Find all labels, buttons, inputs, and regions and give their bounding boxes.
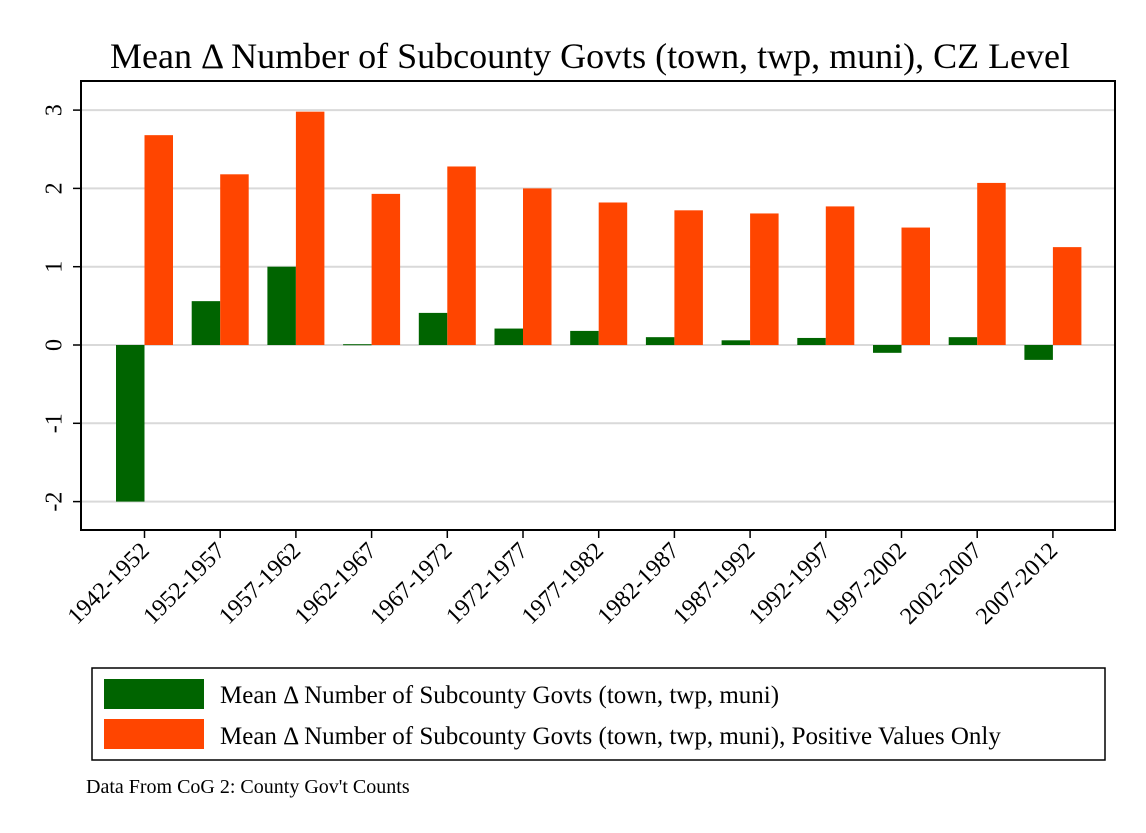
y-tick-label: -1	[42, 413, 68, 433]
legend-swatch-series-2	[104, 719, 204, 749]
bar-series-2-1962-1967	[371, 193, 401, 345]
data-source-note: Data From CoG 2: County Gov't Counts	[86, 776, 410, 798]
bar-series-2-2007-2012	[1052, 247, 1082, 345]
bar-series-2-1977-1982	[598, 202, 628, 345]
bar-series-2-1992-1997	[825, 206, 855, 345]
bar-series-1-1962-1967	[343, 344, 372, 346]
bar-series-2-1987-1992	[750, 213, 779, 345]
bar-series-1-1957-1962	[267, 266, 296, 345]
x-tick-label: 1952-1957	[139, 538, 231, 630]
bar-series-2-1997-2002	[901, 227, 930, 345]
x-tick-label: 1992-1997	[744, 538, 836, 630]
bar-series-2-1957-1962	[295, 111, 325, 345]
y-axis: -2 -1 0 1 2 3	[42, 104, 81, 512]
bar-series-1-2002-2007	[948, 337, 978, 345]
bar-series-1-1992-1997	[797, 337, 826, 345]
bar-series-1-1952-1957	[191, 301, 221, 345]
plot-area	[80, 80, 1116, 531]
x-tick-label: 1987-1992	[668, 538, 760, 630]
bar-series-1-1967-1972	[418, 312, 448, 345]
y-tick-label: 3	[42, 104, 68, 116]
x-axis: 1942-19521952-19571957-19621962-19671967…	[63, 530, 1063, 630]
x-tick-label: 2007-2012	[971, 538, 1063, 630]
bar-series-2-2002-2007	[977, 182, 1006, 345]
bar-series-1-2007-2012	[1024, 345, 1053, 360]
x-tick-label: 1967-1972	[366, 538, 458, 630]
bar-series-2-1982-1987	[674, 210, 703, 345]
legend: Mean Δ Number of Subcounty Govts (town, …	[91, 667, 1106, 761]
y-tick-label: 2	[42, 182, 68, 194]
bar-series-1-1997-2002	[873, 345, 902, 353]
bars	[116, 111, 1082, 502]
x-tick-label: 1957-1962	[214, 538, 306, 630]
gridlines	[82, 109, 1114, 503]
legend-label-series-1: Mean Δ Number of Subcounty Govts (town, …	[220, 682, 779, 709]
bar-series-2-1972-1977	[523, 188, 552, 345]
bar-series-1-1977-1982	[570, 330, 599, 345]
x-tick-label: 1972-1977	[441, 538, 533, 630]
legend-box	[91, 667, 1106, 761]
bar-series-2-1967-1972	[447, 166, 476, 345]
chart-title: Mean Δ Number of Subcounty Govts (town, …	[110, 36, 1070, 76]
x-tick-label: 2002-2007	[896, 538, 988, 630]
bar-series-1-1972-1977	[494, 328, 523, 345]
bar-series-1-1987-1992	[721, 340, 751, 345]
y-tick-label: 0	[42, 339, 68, 351]
plot-frame	[80, 80, 1116, 531]
x-tick-label: 1997-2002	[820, 538, 912, 630]
y-tick-label: -2	[42, 492, 68, 512]
bar-series-1-1942-1952	[116, 345, 145, 502]
x-tick-label: 1982-1987	[593, 538, 685, 630]
legend-label-series-2: Mean Δ Number of Subcounty Govts (town, …	[220, 723, 1001, 750]
bar-series-1-1982-1987	[645, 337, 675, 345]
legend-swatch-series-1	[104, 679, 204, 709]
x-tick-label: 1962-1967	[290, 538, 382, 630]
bar-series-2-1942-1952	[144, 135, 173, 345]
x-tick-label: 1942-1952	[63, 538, 155, 630]
bar-series-2-1952-1957	[220, 174, 249, 345]
y-tick-label: 1	[42, 261, 68, 273]
x-tick-label: 1977-1982	[517, 538, 609, 630]
